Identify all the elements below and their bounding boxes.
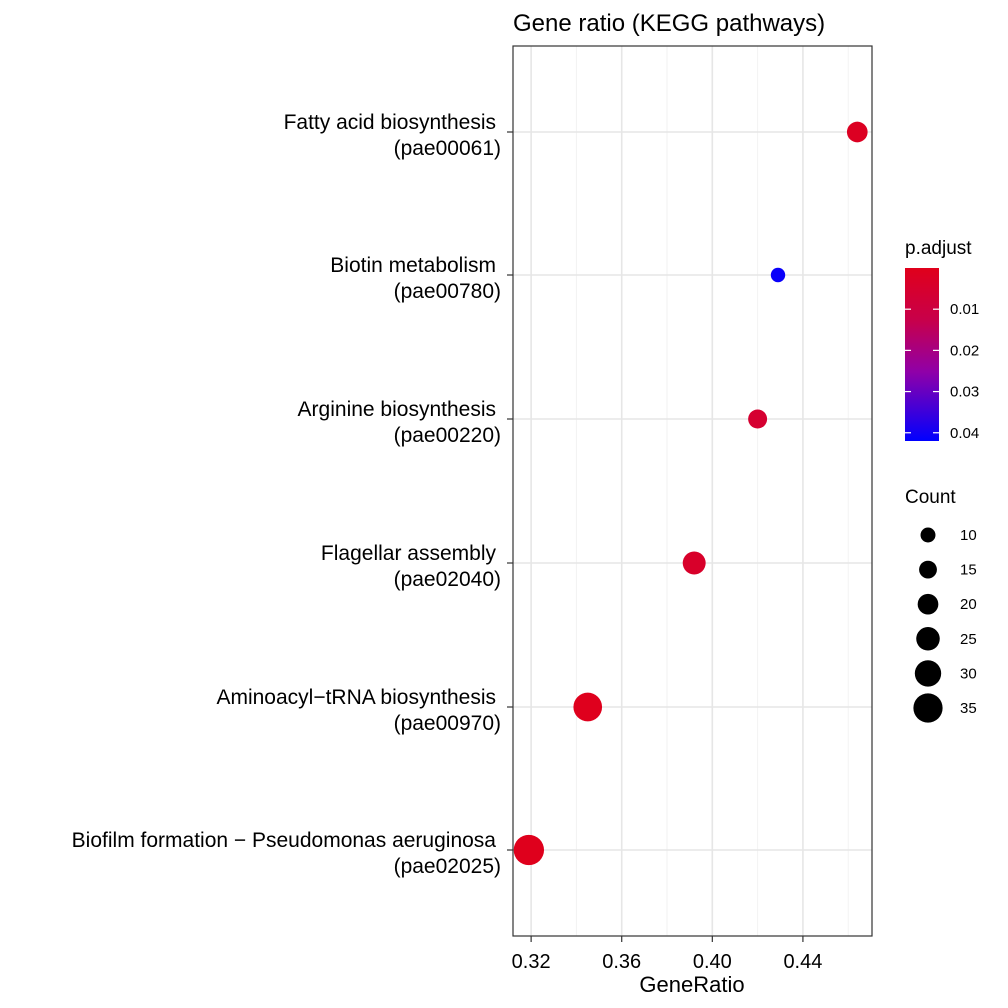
data-point xyxy=(748,409,768,429)
x-axis-title: GeneRatio xyxy=(639,972,744,997)
size-legend-title: Count xyxy=(905,487,956,508)
size-legend-key xyxy=(917,593,939,615)
y-tick-label-id: (pae00220) xyxy=(394,424,501,447)
y-axis: Fatty acid biosynthesis (pae00061) Biotin … xyxy=(72,111,513,878)
size-legend-key xyxy=(914,660,942,687)
x-tick-label: 0.32 xyxy=(512,951,551,973)
y-tick-label-id: (pae02040) xyxy=(394,568,501,591)
y-tick-label-id: (pae02025) xyxy=(394,855,501,878)
y-tick-label: Aminoacyl−tRNA biosynthesis xyxy=(216,686,496,709)
color-legend-title: p.adjust xyxy=(905,238,972,259)
size-legend-label: 20 xyxy=(960,596,977,613)
size-legend-keys: 10 15 20 25 30 35 xyxy=(913,527,977,723)
y-tick-label: Biofilm formation − Pseudomonas aerugino… xyxy=(72,829,497,852)
color-legend: p.adjust 0.01 0.02 0.03 0.04 xyxy=(905,238,979,442)
y-tick-label: Arginine biosynthesis xyxy=(298,398,496,421)
data-point xyxy=(770,267,786,283)
y-tick-label-id: (pae00061) xyxy=(394,137,501,160)
x-axis: 0.32 0.36 0.40 0.44 xyxy=(512,936,822,973)
x-tick-label: 0.36 xyxy=(602,951,641,973)
x-tick-label: 0.40 xyxy=(693,951,732,973)
size-legend-label: 30 xyxy=(960,665,977,682)
size-legend-key xyxy=(913,693,943,723)
size-legend: Count 10 15 20 25 30 35 xyxy=(905,487,977,723)
color-bar-label: 0.02 xyxy=(950,342,979,359)
y-tick-label: Flagellar assembly xyxy=(321,542,497,565)
data-point xyxy=(846,121,868,143)
color-bar-ticks: 0.01 0.02 0.03 0.04 xyxy=(905,301,979,442)
points xyxy=(513,121,868,866)
y-tick-label: Biotin metabolism xyxy=(330,254,496,277)
data-point xyxy=(573,692,603,722)
size-legend-label: 25 xyxy=(960,631,977,648)
size-legend-key xyxy=(919,560,937,579)
plot-border xyxy=(512,45,873,937)
color-bar xyxy=(905,268,939,441)
color-bar-label: 0.03 xyxy=(950,384,979,401)
y-tick-label: Fatty acid biosynthesis xyxy=(284,111,496,134)
color-bar-label: 0.04 xyxy=(950,425,979,442)
data-point xyxy=(682,551,706,575)
size-legend-label: 35 xyxy=(960,700,977,717)
grid xyxy=(513,46,872,936)
y-tick-label-id: (pae00970) xyxy=(394,712,501,735)
size-legend-key xyxy=(920,527,936,543)
size-legend-key xyxy=(916,627,940,651)
y-tick-label-id: (pae00780) xyxy=(394,280,501,303)
color-bar-label: 0.01 xyxy=(950,301,979,318)
x-tick-label: 0.44 xyxy=(783,951,822,973)
size-legend-label: 15 xyxy=(960,562,977,579)
chart-title: Gene ratio (KEGG pathways) xyxy=(513,10,825,37)
size-legend-label: 10 xyxy=(960,527,977,544)
data-point xyxy=(513,834,545,866)
